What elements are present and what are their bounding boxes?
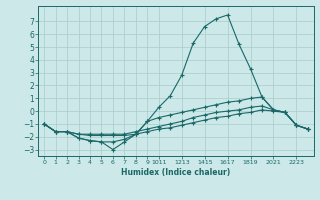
X-axis label: Humidex (Indice chaleur): Humidex (Indice chaleur) (121, 168, 231, 177)
